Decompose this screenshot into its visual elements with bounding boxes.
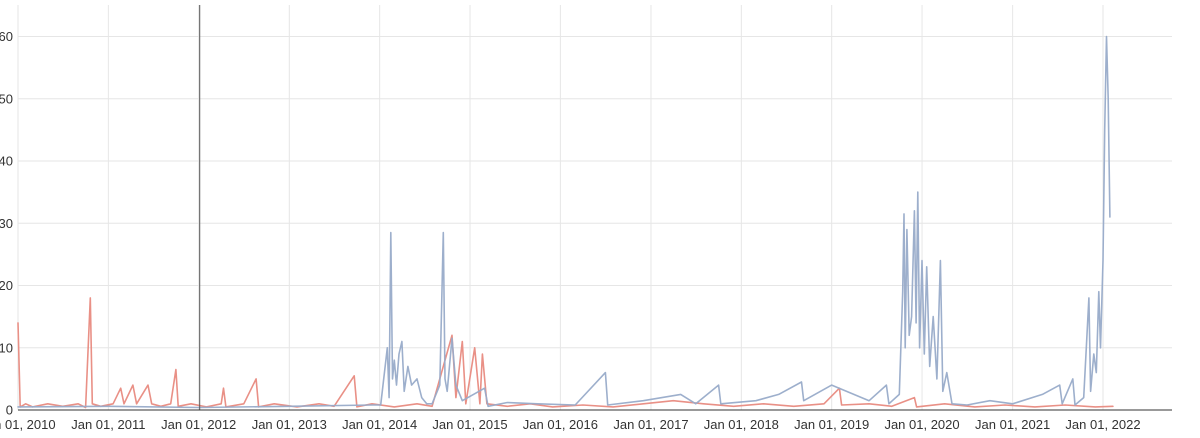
y-tick-label: 10: [0, 340, 13, 355]
x-tick-label: Jan 01, 2020: [884, 417, 959, 432]
x-tick-label: Jan 01, 2015: [432, 417, 507, 432]
x-tick-label: Jan 01, 2018: [704, 417, 779, 432]
x-gridlines: [17, 5, 1104, 410]
y-tick-labels: 0 10 20 30 40 50 60: [0, 29, 13, 418]
y-gridlines: [18, 36, 1172, 349]
x-tick-label: Jan 01, 2021: [975, 417, 1050, 432]
x-tick-label: Jan 01, 2013: [252, 417, 327, 432]
x-tick-label: Jan 01, 2022: [1065, 417, 1140, 432]
x-tick-label: Jan 01, 2014: [342, 417, 417, 432]
y-tick-label: 30: [0, 216, 13, 231]
x-tick-label: Jan 01, 2019: [794, 417, 869, 432]
x-tick-labels: Jan 01, 2010 Jan 01, 2011 Jan 01, 2012 Jan …: [0, 417, 1141, 432]
y-tick-label: 50: [0, 91, 13, 106]
y-tick-label: 20: [0, 278, 13, 293]
y-tick-label: 40: [0, 154, 13, 169]
x-tick-label: Jan 01, 2010: [0, 417, 56, 432]
y-tick-label: 0: [6, 403, 13, 418]
x-tick-label: Jan 01, 2011: [71, 417, 145, 432]
x-tick-label: Jan 01, 2017: [613, 417, 688, 432]
series-line-2: [17, 35, 1111, 409]
x-tick-label: Jan 01, 2016: [523, 417, 598, 432]
series-line-1: [17, 297, 1114, 409]
series-lines: [17, 35, 1114, 409]
x-tick-label: Jan 01, 2012: [161, 417, 236, 432]
y-tick-label: 60: [0, 29, 13, 44]
